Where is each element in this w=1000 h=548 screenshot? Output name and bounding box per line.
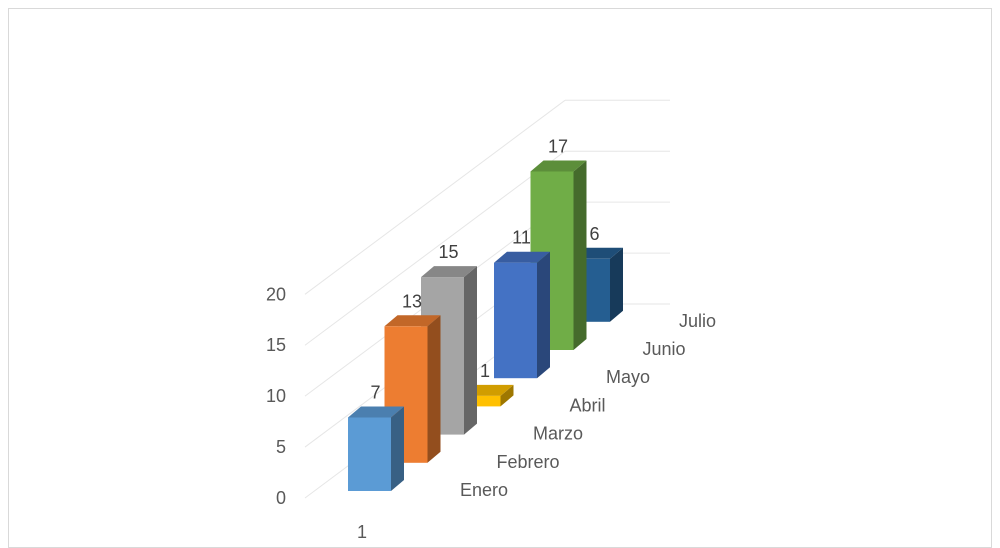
y-tick-label: 15 bbox=[266, 335, 286, 355]
bar-febrero: 13 bbox=[384, 291, 441, 463]
bar-top-face bbox=[530, 160, 587, 172]
gridline-side bbox=[304, 150, 566, 346]
data-label: 13 bbox=[402, 291, 422, 311]
bar-enero: 7 bbox=[348, 383, 404, 491]
depth-category-label: Marzo bbox=[533, 424, 583, 444]
x-axis: 1 bbox=[357, 522, 367, 539]
depth-category-label: Enero bbox=[460, 480, 508, 500]
bar-front-face bbox=[457, 395, 501, 407]
bar-top-face bbox=[384, 315, 441, 327]
bar-top-face bbox=[494, 251, 550, 263]
bar-front-face bbox=[494, 262, 537, 379]
data-label: 11 bbox=[512, 228, 531, 248]
bar-top-face bbox=[348, 406, 404, 418]
y-tick-label: 10 bbox=[266, 386, 286, 406]
data-label: 15 bbox=[438, 242, 458, 262]
depth-category-label: Julio bbox=[679, 311, 716, 331]
data-label: 7 bbox=[370, 383, 380, 403]
data-label: 6 bbox=[589, 224, 599, 244]
data-label: 1 bbox=[480, 361, 490, 381]
bar-side-face bbox=[610, 247, 623, 322]
depth-category-label: Mayo bbox=[606, 367, 650, 387]
bar-side-face bbox=[391, 406, 404, 491]
depth-category-label: Febrero bbox=[497, 452, 560, 472]
data-label: 17 bbox=[548, 137, 568, 157]
depth-category-label: Abril bbox=[570, 395, 606, 415]
y-tick-label: 20 bbox=[266, 284, 286, 304]
bar-top-face bbox=[421, 266, 477, 278]
bar-side-face bbox=[537, 251, 550, 379]
bar-side-face bbox=[573, 160, 587, 350]
bar-side-face bbox=[427, 315, 441, 463]
bar-side-face bbox=[464, 266, 477, 435]
y-tick-label: 5 bbox=[276, 437, 286, 457]
bar-side-face bbox=[500, 384, 514, 407]
depth-category-label: Junio bbox=[643, 339, 686, 359]
y-axis: 0 5 10 15 20 bbox=[266, 284, 286, 508]
y-tick-label: 0 bbox=[276, 488, 286, 508]
bar-front-face bbox=[348, 417, 391, 491]
bar-mayo: 11 bbox=[494, 228, 550, 379]
gridline-side bbox=[304, 99, 566, 295]
x-category-label: 1 bbox=[357, 522, 367, 539]
